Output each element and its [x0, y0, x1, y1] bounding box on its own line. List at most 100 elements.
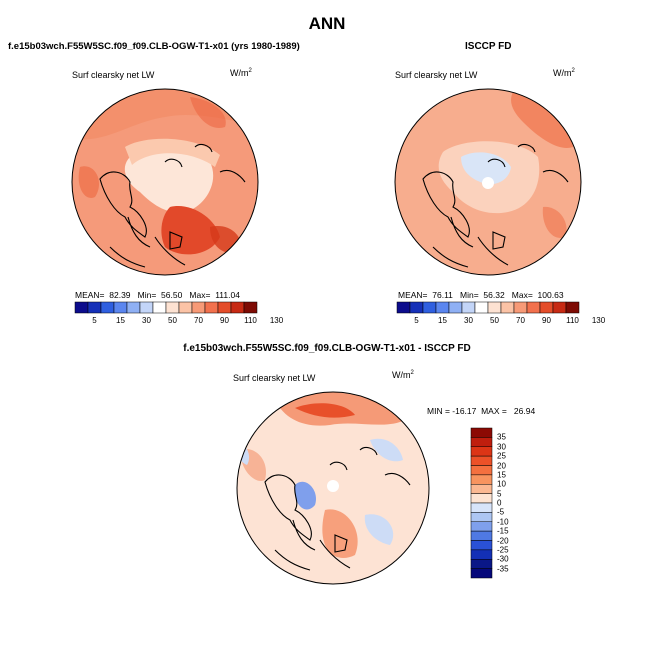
colorbar-swatch	[422, 301, 437, 314]
colorbar-swatch	[409, 301, 424, 314]
diff-colorbar-tick-label: -30	[497, 554, 509, 564]
colorbar-swatch	[243, 301, 258, 314]
obs-units-label: W/m2	[553, 68, 575, 78]
obs-panel-heading: ISCCP FD	[465, 41, 512, 52]
colorbar-swatch	[217, 301, 232, 314]
model-pole-region	[124, 146, 214, 213]
colorbar-swatch	[230, 301, 245, 314]
diff-minmax: MIN = -16.17 MAX = 26.94	[427, 406, 536, 416]
diff-colorbar-tick-label: -15	[497, 526, 509, 536]
diff-colorbar-tick-label: 0	[497, 498, 502, 508]
diff-colorbar-tick-label: -20	[497, 536, 509, 545]
diff-colorbar-tick-label: 30	[497, 442, 506, 452]
colorbar-swatch	[487, 301, 502, 314]
diff-colorbar-swatch	[470, 512, 493, 522]
diff-colorbar-tick-label: 10	[497, 479, 506, 489]
diff-colorbar-tick-label: 20	[497, 461, 506, 470]
model-variable-label: Surf clearsky net LW	[72, 70, 155, 80]
diff-colorbar-tick-label: 5	[497, 489, 502, 499]
difference-panel-heading: f.e15b03wch.F55W5SC.f09_f09.CLB-OGW-T1-x…	[183, 343, 471, 354]
colorbar-tick-label: 70	[516, 316, 525, 325]
obs-warm-region	[511, 92, 573, 148]
diff-colorbar-tick-label: 15	[497, 470, 506, 480]
diff-colorbar-tick-label: 25	[497, 451, 506, 461]
diff-colorbar-swatch	[470, 568, 493, 579]
colorbar-swatch	[191, 301, 206, 314]
diff-colorbar-tick-label: 35	[497, 432, 506, 442]
colorbar-tick-label: 130	[269, 316, 284, 325]
colorbar-swatch	[178, 301, 193, 314]
obs-stats: MEAN= 76.11 Min= 56.32 Max= 100.63	[398, 290, 564, 300]
model-polar-map	[71, 88, 259, 276]
colorbar-swatch	[74, 301, 89, 314]
colorbar-tick-label: 30	[142, 316, 151, 325]
colorbar-swatch	[100, 301, 115, 314]
colorbar-tick-label: 5	[92, 316, 97, 325]
diff-colorbar-swatch	[470, 465, 493, 476]
diff-colorbar-labels: 35 30 25 20 15 10 5 0 -5 -10 -15 -20 -25 -30 -35	[497, 428, 527, 578]
colorbar-tick-label: 15	[116, 316, 125, 325]
colorbar-swatch	[139, 301, 154, 314]
colorbar-swatch	[539, 301, 554, 314]
diff-colorbar-swatch	[470, 437, 493, 447]
diff-coastline	[264, 446, 411, 571]
model-warm-patch-2	[190, 97, 226, 128]
diff-units-label: W/m2	[392, 370, 414, 380]
colorbar-swatch	[474, 301, 489, 314]
diff-colorbar-swatch	[470, 484, 493, 494]
colorbar-swatch	[204, 301, 219, 314]
model-colorbar	[74, 301, 258, 314]
diff-warm-south	[322, 509, 358, 558]
difference-polar-map	[236, 391, 430, 585]
colorbar-swatch	[500, 301, 515, 314]
obs-warm-patch	[542, 206, 567, 238]
colorbar-swatch	[552, 301, 567, 314]
colorbar-tick-label: 50	[168, 316, 177, 325]
colorbar-swatch	[165, 301, 180, 314]
diff-colorbar-tick-label: -10	[497, 517, 509, 527]
obs-polar-map	[394, 88, 582, 276]
colorbar-tick-label: 90	[220, 316, 229, 325]
diff-hot-north	[295, 403, 355, 418]
diff-colorbar-swatch	[470, 549, 493, 560]
diff-colorbar-tick-label: -5	[497, 507, 505, 517]
colorbar-tick-label: 110	[566, 316, 579, 325]
diff-variable-label: Surf clearsky net LW	[233, 373, 316, 383]
obs-coastline	[422, 143, 569, 268]
diff-cool-south	[364, 514, 394, 545]
colorbar-swatch	[87, 301, 102, 314]
model-warm-patch	[78, 166, 100, 198]
model-units-label: W/m2	[230, 68, 252, 78]
diff-colorbar	[470, 427, 493, 579]
colorbar-swatch	[126, 301, 141, 314]
diff-colorbar-swatch	[470, 455, 493, 466]
model-colorbar-labels: 5 15 30 50 70 90 110 130	[75, 316, 283, 326]
diff-colorbar-swatch	[470, 427, 493, 438]
diff-colorbar-tick-label: -35	[497, 564, 509, 574]
diff-cool-east	[370, 438, 403, 462]
obs-colorbar-labels: 5 15 30 50 70 90 110 130	[397, 316, 605, 326]
diff-blue-center	[294, 481, 316, 510]
colorbar-tick-label: 50	[490, 316, 499, 325]
model-coastline	[99, 143, 246, 268]
diff-colorbar-swatch	[470, 559, 493, 569]
colorbar-tick-label: 70	[194, 316, 203, 325]
colorbar-tick-label: 130	[591, 316, 606, 325]
diff-colorbar-swatch	[470, 521, 493, 532]
diff-colorbar-swatch	[470, 530, 493, 541]
colorbar-tick-label: 5	[414, 316, 419, 325]
model-stats: MEAN= 82.39 Min= 56.50 Max= 111.04	[75, 290, 240, 300]
colorbar-swatch	[448, 301, 463, 314]
diff-colorbar-swatch	[470, 493, 493, 504]
colorbar-tick-label: 90	[542, 316, 551, 325]
colorbar-swatch	[461, 301, 476, 314]
model-hot-region	[161, 206, 220, 255]
colorbar-swatch	[435, 301, 450, 314]
diff-colorbar-swatch	[470, 474, 493, 485]
diff-colorbar-swatch	[470, 502, 493, 513]
colorbar-swatch	[152, 301, 167, 314]
obs-variable-label: Surf clearsky net LW	[395, 70, 478, 80]
colorbar-tick-label: 110	[244, 316, 257, 325]
diff-pole-hole	[327, 480, 339, 492]
colorbar-swatch	[526, 301, 541, 314]
